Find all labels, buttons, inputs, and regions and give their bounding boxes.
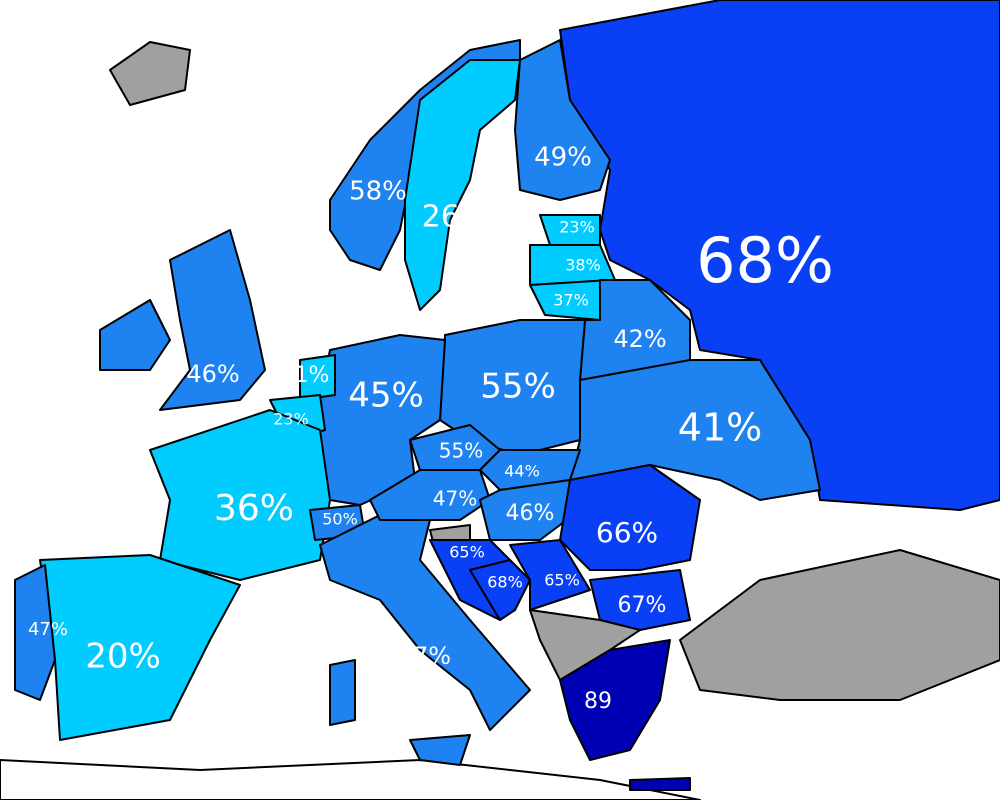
spain: [39, 554, 241, 741]
region-label: 47%: [28, 619, 68, 640]
region-label: 46%: [506, 501, 555, 526]
iceland: [109, 41, 191, 106]
poland: [439, 319, 586, 456]
netherlands: [299, 354, 336, 401]
region-label: 41%: [678, 406, 762, 450]
portugal: [14, 564, 56, 701]
united-kingdom: [159, 229, 266, 411]
bulgaria: [589, 569, 691, 631]
region-label: 36%: [214, 488, 294, 529]
slovakia: [479, 449, 581, 491]
sweden: [404, 59, 521, 311]
region-label: 23%: [273, 410, 309, 429]
region-label: 68%: [696, 224, 834, 297]
labels: 68% 49% 58% 26% 23% 38% 37% 42% 46% 1% 23% 45% 55% 41…: [28, 143, 834, 715]
romania: [559, 464, 701, 571]
france: [149, 409, 331, 581]
region-label: 7%: [413, 642, 451, 670]
region-label: 37%: [553, 291, 589, 310]
region-label: 44%: [504, 462, 540, 481]
region-label: 38%: [565, 256, 601, 275]
region-label: 55%: [439, 439, 483, 463]
region-label: 66%: [596, 516, 658, 549]
region-label: 47%: [433, 487, 477, 511]
region-label: 26%: [422, 200, 489, 235]
region-label: 89: [584, 689, 612, 714]
region-label: 55%: [480, 367, 556, 407]
crete: [629, 777, 691, 791]
region-label: 23%: [559, 218, 595, 237]
region-label: 42%: [613, 325, 666, 353]
greece: [559, 639, 671, 761]
region-label: 46%: [186, 360, 239, 388]
region-label: 67%: [618, 593, 667, 618]
finland: [514, 39, 611, 201]
turkey: [679, 549, 1000, 701]
region-label: 45%: [348, 376, 424, 416]
ireland: [99, 299, 171, 371]
region-label: 1%: [295, 363, 330, 388]
sardinia: [329, 659, 356, 726]
region-label: 65%: [544, 571, 580, 590]
region-label: 49%: [534, 143, 592, 173]
region-label: 68%: [487, 573, 523, 592]
region-label: 20%: [85, 637, 161, 677]
region-label: 58%: [349, 177, 407, 207]
bosnia: [469, 559, 531, 621]
region-label: 50%: [322, 510, 358, 529]
sicily: [409, 734, 471, 766]
land-north-africa: [0, 759, 701, 800]
russia: [559, 0, 1000, 511]
region-label: 65%: [449, 543, 485, 562]
